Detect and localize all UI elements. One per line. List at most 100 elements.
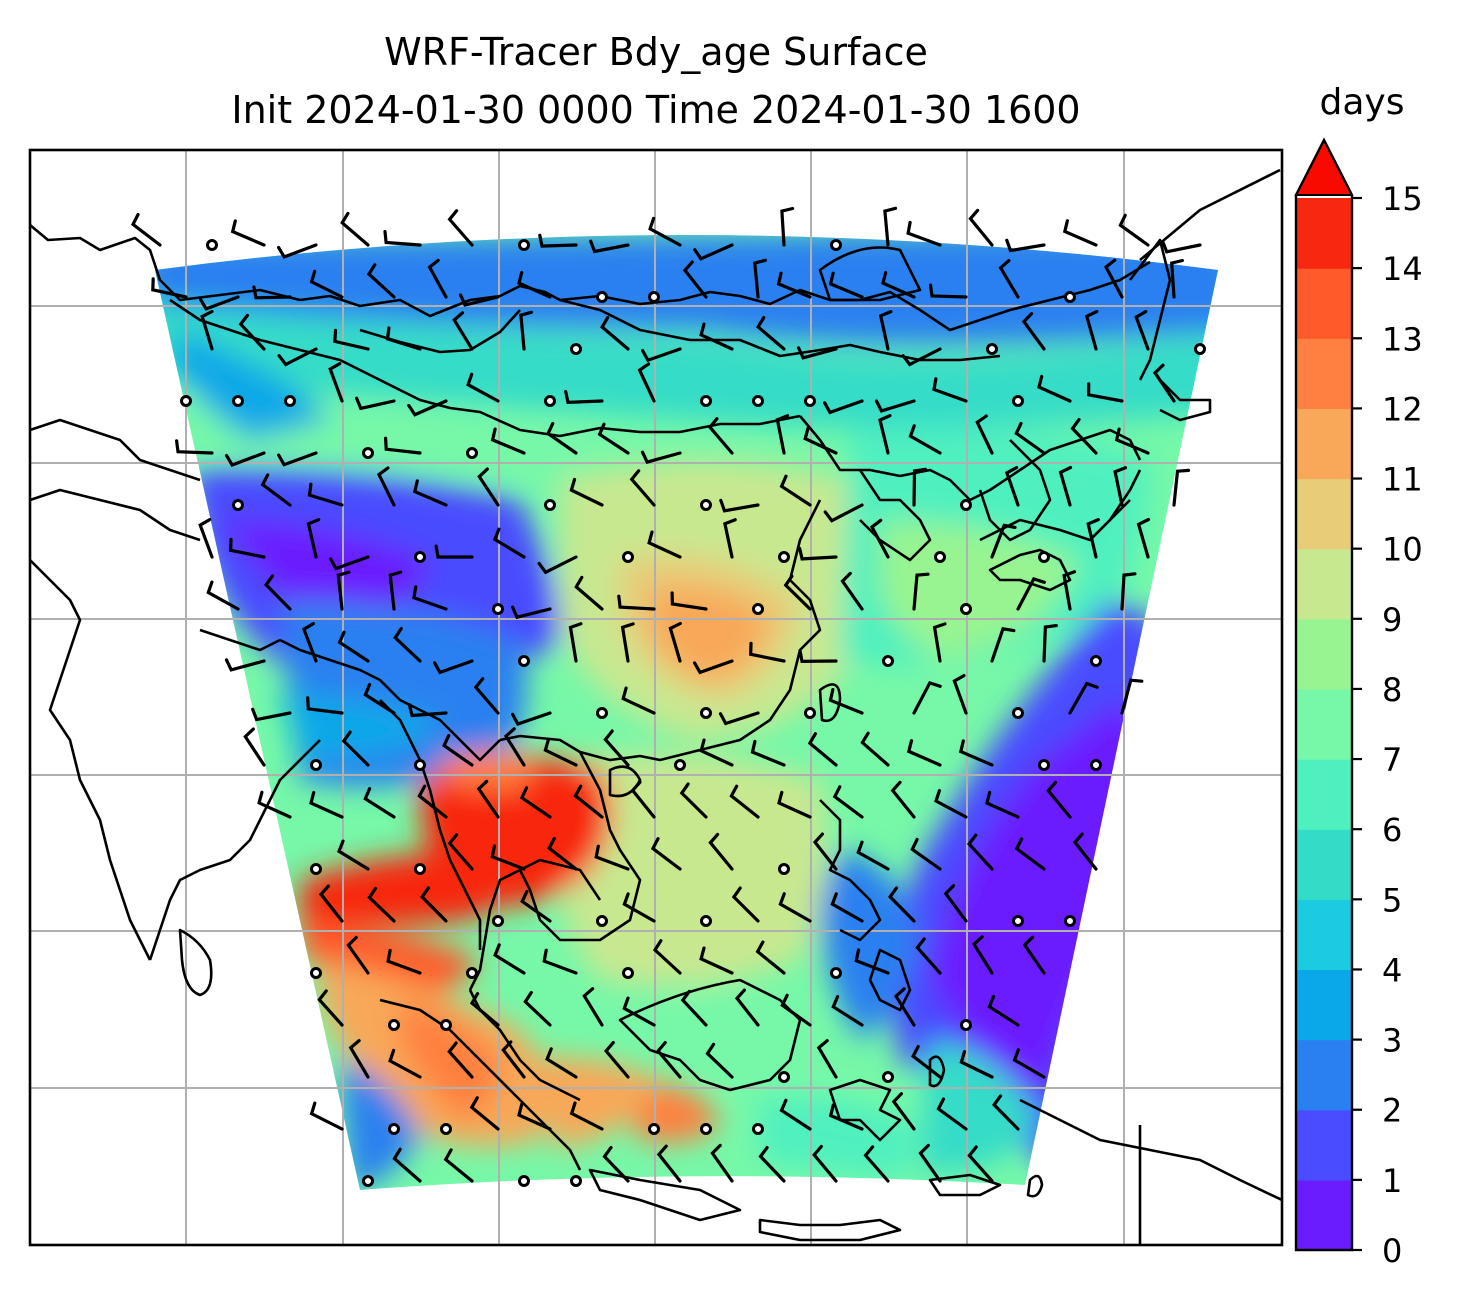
wind-barb	[912, 467, 927, 507]
calm-marker	[310, 863, 322, 875]
wind-barb	[1118, 213, 1150, 247]
wind-barb	[307, 482, 344, 507]
colorbar-tick-label: 0	[1382, 1232, 1402, 1270]
colorbar-tick-label: 9	[1382, 601, 1402, 639]
wind-barb	[1084, 309, 1099, 351]
wind-barb	[198, 518, 214, 559]
calm-marker	[1064, 915, 1076, 927]
wind-barb	[952, 674, 968, 715]
wind-barb	[656, 1041, 682, 1079]
wind-barb	[388, 570, 403, 611]
wind-barb	[230, 219, 266, 247]
wind-barb	[863, 1145, 890, 1183]
calm-marker	[804, 395, 816, 407]
wind-barb	[878, 414, 892, 455]
wind-barb	[936, 1097, 968, 1131]
colorbar-tick-label: 12	[1382, 390, 1423, 428]
wind-barb	[309, 269, 344, 299]
colorbar-segments	[1296, 198, 1352, 1251]
calm-marker	[830, 239, 842, 251]
wind-barb	[376, 466, 396, 507]
wind-barb	[753, 258, 767, 299]
colorbar-tick-label: 6	[1382, 811, 1402, 849]
wind-barb	[807, 732, 838, 767]
wind-barb	[264, 574, 292, 611]
wind-barb	[830, 892, 864, 923]
calm-marker	[1090, 655, 1102, 667]
wind-barb	[238, 313, 266, 351]
wind-barb	[340, 211, 370, 247]
calm-marker	[700, 915, 712, 927]
calm-marker	[700, 1123, 712, 1135]
wind-barb	[519, 786, 552, 819]
wind-barb	[1068, 681, 1099, 715]
wind-barb	[729, 784, 760, 819]
calm-marker	[518, 1175, 530, 1187]
calm-marker	[752, 1123, 764, 1135]
colorbar-segment	[1296, 1109, 1352, 1181]
calm-marker	[284, 395, 296, 407]
wind-barb	[542, 948, 578, 975]
wind-barb	[333, 328, 370, 351]
wind-barb	[229, 537, 266, 559]
wind-barb	[538, 233, 578, 248]
wind-barb	[490, 427, 526, 455]
wind-barb	[1005, 238, 1046, 253]
wind-barb	[1058, 465, 1073, 507]
wind-barb	[699, 322, 734, 351]
wind-barb	[776, 271, 812, 299]
wind-barb	[224, 658, 266, 672]
wind-barb	[1021, 312, 1046, 351]
wind-barb	[912, 680, 942, 715]
wind-barb	[355, 396, 396, 411]
wind-calm-markers	[180, 239, 1206, 1187]
calm-marker	[1090, 759, 1102, 771]
calm-marker	[622, 967, 634, 979]
wind-barb	[718, 711, 760, 726]
colorbar-tick-label: 14	[1382, 250, 1423, 288]
wind-barb	[569, 477, 604, 507]
wind-barb	[906, 220, 942, 247]
wind-barb	[175, 439, 214, 455]
wind-barb	[990, 627, 1016, 663]
colorbar-tick-label: 3	[1382, 1022, 1402, 1060]
wind-barb	[840, 571, 864, 611]
wind-barb	[656, 1144, 682, 1183]
wind-barb	[346, 935, 370, 975]
wind-barb	[854, 948, 890, 975]
wind-barbs	[130, 206, 1202, 1183]
wind-barb	[600, 315, 630, 351]
calm-marker	[960, 499, 972, 511]
calm-marker	[1038, 759, 1050, 771]
wind-barb	[1170, 258, 1184, 299]
wind-barb	[682, 260, 708, 299]
wind-barb	[589, 239, 630, 254]
wind-barb	[573, 784, 604, 819]
wind-barb	[407, 703, 448, 718]
wind-barb	[779, 1098, 812, 1131]
wind-barb	[812, 1144, 838, 1183]
wind-barb	[750, 739, 786, 767]
wind-barb	[734, 988, 760, 1027]
colorbar-tick-label: 1	[1382, 1162, 1402, 1200]
wind-barb	[888, 886, 916, 923]
wind-barb	[777, 790, 812, 819]
calm-marker	[700, 499, 712, 511]
wind-barb	[341, 730, 370, 767]
colorbar-label: days	[1319, 82, 1405, 123]
calm-marker	[596, 291, 608, 303]
calm-marker	[414, 759, 426, 771]
wind-barb	[417, 784, 448, 819]
wind-barb	[699, 946, 734, 975]
wind-barb	[328, 362, 344, 403]
calm-marker	[206, 239, 218, 251]
wind-barb	[503, 727, 526, 767]
wind-barb	[473, 677, 500, 715]
wind-barb	[932, 622, 947, 663]
wind-barb	[1004, 466, 1020, 507]
wind-barb	[336, 570, 351, 611]
calm-marker	[232, 499, 244, 511]
wind-barb	[998, 259, 1020, 299]
